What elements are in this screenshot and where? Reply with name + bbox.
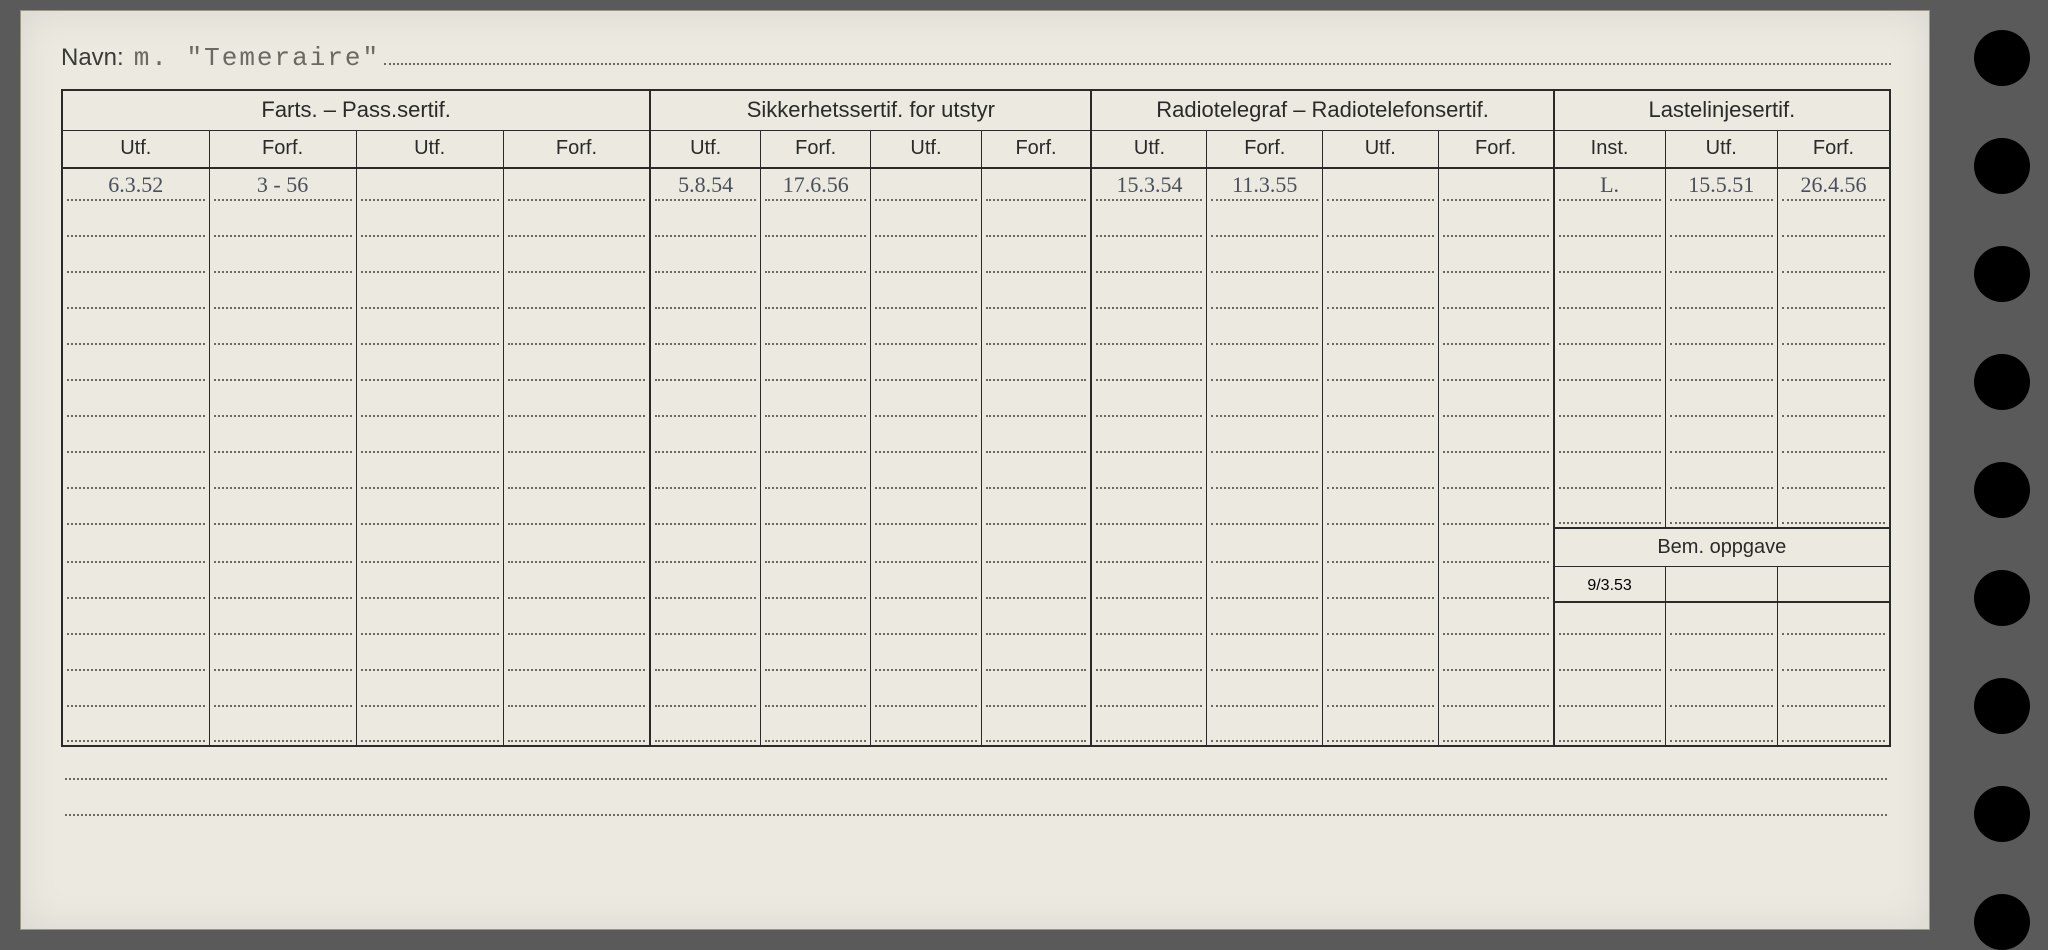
table-row xyxy=(62,492,1890,528)
table-row: 6.3.52 3 - 56 5.8.54 17.6.56 15.3.54 11.… xyxy=(62,168,1890,204)
table-row xyxy=(62,240,1890,276)
table-row xyxy=(62,312,1890,348)
table-row xyxy=(62,602,1890,638)
table-row xyxy=(62,204,1890,240)
name-dotted-line xyxy=(384,41,1891,65)
binder-hole-icon xyxy=(1974,894,2030,950)
section-radio: Radiotelegraf – Radiotelefonsertif. xyxy=(1091,90,1553,130)
bem-oppgave-header: Bem. oppgave xyxy=(1554,528,1890,566)
table-row xyxy=(62,420,1890,456)
binder-hole-icon xyxy=(1974,138,2030,194)
table-row xyxy=(62,384,1890,420)
hand-value: L. xyxy=(1555,172,1665,198)
section-header-row: Farts. – Pass.sertif. Sikkerhetssertif. … xyxy=(62,90,1890,130)
col-laste-inst: Inst. xyxy=(1554,130,1665,168)
table-row: 9/3.53 xyxy=(62,566,1890,602)
col-radio-forf2: Forf. xyxy=(1438,130,1554,168)
table-row: Bem. oppgave xyxy=(62,528,1890,566)
table-row xyxy=(62,710,1890,746)
col-radio-utf1: Utf. xyxy=(1091,130,1207,168)
col-sikker-forf2: Forf. xyxy=(981,130,1091,168)
col-farts-utf1: Utf. xyxy=(62,130,209,168)
table-row xyxy=(62,276,1890,312)
hand-value: 6.3.52 xyxy=(63,172,209,198)
section-laste: Lastelinjesertif. xyxy=(1554,90,1890,130)
name-value: m. "Temeraire" xyxy=(134,43,380,73)
col-farts-utf2: Utf. xyxy=(356,130,503,168)
binder-holes xyxy=(1974,30,2030,950)
col-laste-utf: Utf. xyxy=(1665,130,1777,168)
binder-hole-icon xyxy=(1974,246,2030,302)
hand-value: 9/3.53 xyxy=(1555,577,1665,595)
col-radio-forf1: Forf. xyxy=(1207,130,1323,168)
col-sikker-utf1: Utf. xyxy=(650,130,760,168)
col-farts-forf2: Forf. xyxy=(503,130,650,168)
binder-hole-icon xyxy=(1974,354,2030,410)
hand-value: 17.6.56 xyxy=(761,172,870,198)
binder-hole-icon xyxy=(1974,678,2030,734)
hand-value: 5.8.54 xyxy=(651,172,760,198)
col-sikker-forf1: Forf. xyxy=(761,130,871,168)
col-laste-forf: Forf. xyxy=(1777,130,1890,168)
section-farts: Farts. – Pass.sertif. xyxy=(62,90,650,130)
hand-value: 26.4.56 xyxy=(1778,172,1889,198)
table-row xyxy=(62,638,1890,674)
binder-hole-icon xyxy=(1974,462,2030,518)
record-card: Navn: m. "Temeraire" Farts. – Pass.serti… xyxy=(20,10,1930,930)
table-row xyxy=(62,674,1890,710)
col-farts-forf1: Forf. xyxy=(209,130,356,168)
col-sikker-utf2: Utf. xyxy=(871,130,981,168)
binder-hole-icon xyxy=(1974,786,2030,842)
binder-hole-icon xyxy=(1974,570,2030,626)
column-header-row: Utf. Forf. Utf. Forf. Utf. Forf. Utf. Fo… xyxy=(62,130,1890,168)
hand-value: 3 - 56 xyxy=(210,172,356,198)
table-row xyxy=(62,456,1890,492)
table-row xyxy=(62,348,1890,384)
name-row: Navn: m. "Temeraire" xyxy=(61,41,1891,81)
hand-value: 15.5.51 xyxy=(1666,172,1777,198)
certificate-table: Farts. – Pass.sertif. Sikkerhetssertif. … xyxy=(61,89,1891,819)
under-dotted-rows xyxy=(61,747,1891,819)
section-sikker: Sikkerhetssertif. for utstyr xyxy=(650,90,1091,130)
col-radio-utf2: Utf. xyxy=(1323,130,1439,168)
hand-value: 15.3.54 xyxy=(1092,172,1206,198)
name-label: Navn: xyxy=(61,44,124,72)
hand-value: 11.3.55 xyxy=(1207,172,1322,198)
binder-hole-icon xyxy=(1974,30,2030,86)
